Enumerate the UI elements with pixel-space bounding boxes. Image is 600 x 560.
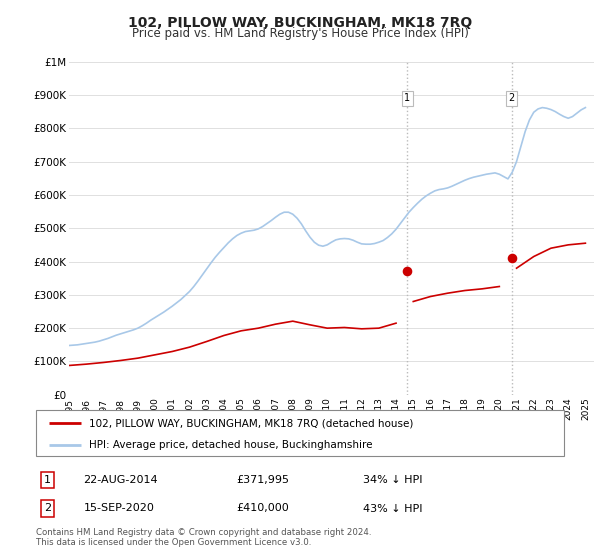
- Text: 1: 1: [404, 94, 410, 103]
- Text: 1: 1: [44, 475, 51, 485]
- Point: [402, 267, 412, 276]
- Text: 22-AUG-2014: 22-AUG-2014: [83, 475, 158, 485]
- Text: Price paid vs. HM Land Registry's House Price Index (HPI): Price paid vs. HM Land Registry's House …: [131, 27, 469, 40]
- Text: 34% ↓ HPI: 34% ↓ HPI: [364, 475, 423, 485]
- Text: £410,000: £410,000: [236, 503, 289, 514]
- Text: Contains HM Land Registry data © Crown copyright and database right 2024.
This d: Contains HM Land Registry data © Crown c…: [36, 528, 371, 547]
- Text: HPI: Average price, detached house, Buckinghamshire: HPI: Average price, detached house, Buck…: [89, 440, 372, 450]
- FancyBboxPatch shape: [36, 410, 564, 456]
- Point: [507, 254, 517, 263]
- Text: 2: 2: [44, 503, 51, 514]
- Text: 102, PILLOW WAY, BUCKINGHAM, MK18 7RQ: 102, PILLOW WAY, BUCKINGHAM, MK18 7RQ: [128, 16, 472, 30]
- Text: 102, PILLOW WAY, BUCKINGHAM, MK18 7RQ (detached house): 102, PILLOW WAY, BUCKINGHAM, MK18 7RQ (d…: [89, 418, 413, 428]
- Text: £371,995: £371,995: [236, 475, 290, 485]
- Text: 15-SEP-2020: 15-SEP-2020: [83, 503, 154, 514]
- Text: 43% ↓ HPI: 43% ↓ HPI: [364, 503, 423, 514]
- Text: 2: 2: [508, 94, 515, 103]
